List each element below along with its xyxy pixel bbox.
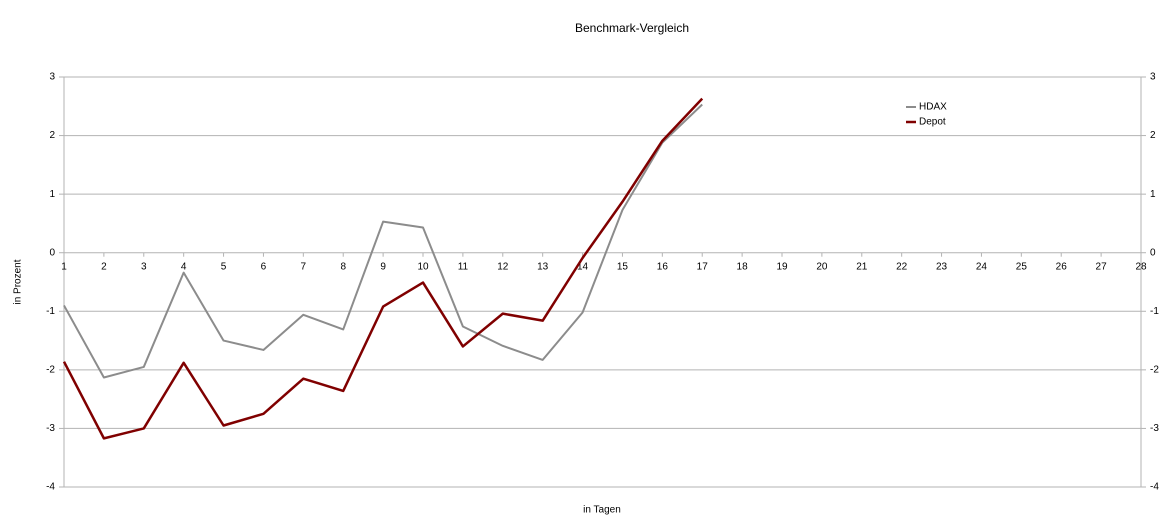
x-tick-label: 18 <box>737 261 749 272</box>
y-tick-label: 2 <box>49 130 55 141</box>
x-tick-label: 27 <box>1096 261 1108 272</box>
y-tick-label: -3 <box>46 423 55 434</box>
x-tick-label: 28 <box>1135 261 1147 272</box>
y-tick-label: -2 <box>46 364 55 375</box>
y-tick-label: 1 <box>49 189 55 200</box>
x-tick-label: 9 <box>380 261 386 272</box>
x-tick-label: 6 <box>261 261 267 272</box>
legend-label: Depot <box>919 117 946 128</box>
x-tick-label: 24 <box>976 261 988 272</box>
x-tick-label: 26 <box>1056 261 1068 272</box>
x-tick-label: 20 <box>816 261 828 272</box>
x-tick-label: 22 <box>896 261 908 272</box>
x-tick-label: 10 <box>417 261 429 272</box>
x-tick-label: 8 <box>340 261 346 272</box>
x-tick-label: 3 <box>141 261 147 272</box>
x-tick-label: 21 <box>856 261 868 272</box>
x-tick-label: 4 <box>181 261 187 272</box>
x-tick-label: 12 <box>497 261 509 272</box>
y2-tick-label: -2 <box>1150 364 1159 375</box>
y2-tick-label: 3 <box>1150 72 1156 83</box>
x-tick-label: 13 <box>537 261 549 272</box>
x-tick-label: 5 <box>221 261 227 272</box>
y-tick-label: 0 <box>49 247 55 258</box>
chart-title: Benchmark-Vergleich <box>575 21 689 35</box>
y2-tick-label: -1 <box>1150 306 1159 317</box>
x-tick-label: 19 <box>776 261 788 272</box>
x-tick-label: 7 <box>301 261 307 272</box>
y2-tick-label: 2 <box>1150 130 1156 141</box>
x-tick-label: 11 <box>458 261 469 272</box>
x-tick-label: 15 <box>617 261 629 272</box>
x-tick-label: 17 <box>697 261 709 272</box>
y-axis-label: in Prozent <box>13 259 24 304</box>
x-tick-label: 25 <box>1016 261 1028 272</box>
y2-tick-label: 0 <box>1150 247 1156 258</box>
line-series <box>63 103 703 379</box>
x-tick-label: 2 <box>101 261 107 272</box>
x-axis-label: in Tagen <box>583 505 621 516</box>
y-tick-label: -1 <box>46 306 55 317</box>
legend-label: HDAX <box>919 102 947 113</box>
line-series <box>62 97 704 440</box>
x-tick-label: 1 <box>61 261 67 272</box>
x-tick-label: 14 <box>577 261 589 272</box>
y-tick-label: 3 <box>49 72 55 83</box>
y2-tick-label: -4 <box>1150 482 1159 493</box>
x-tick-label: 23 <box>936 261 948 272</box>
y-tick-label: -4 <box>46 482 55 493</box>
x-tick-label: 16 <box>657 261 669 272</box>
y2-tick-label: -3 <box>1150 423 1159 434</box>
y2-tick-label: 1 <box>1150 189 1156 200</box>
